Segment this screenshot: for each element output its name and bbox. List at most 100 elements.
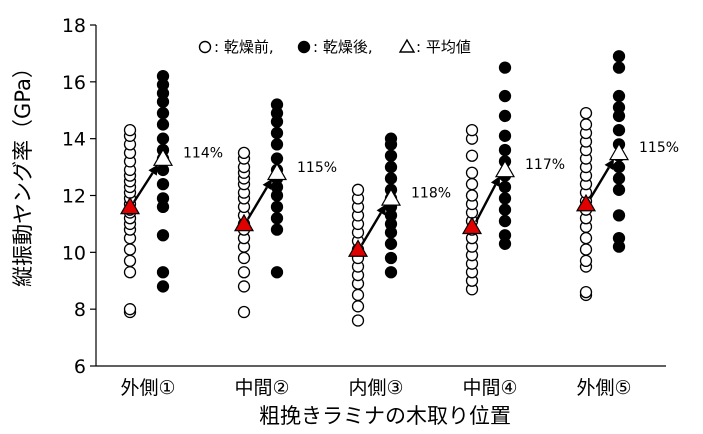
point-before-drying [351, 288, 365, 302]
mean-arrows [132, 158, 614, 246]
point-after-drying [498, 214, 512, 228]
point-before-drying [465, 123, 479, 137]
point-after-drying [384, 132, 398, 145]
point-before-drying [579, 285, 593, 299]
point-after-drying [156, 229, 170, 242]
legend-filled-circle-icon [297, 40, 311, 54]
point-after-drying [498, 229, 512, 242]
point-after-drying [498, 143, 512, 157]
point-after-drying [498, 129, 512, 142]
point-after-drying [270, 152, 284, 165]
x-category-label: 外側⑤ [576, 377, 631, 399]
point-after-drying [156, 266, 170, 279]
legend-triangle-icon [398, 38, 416, 53]
point-after-drying [498, 180, 512, 194]
arrow-head [490, 175, 500, 188]
ratio-label: 114% [183, 146, 223, 162]
ratio-label: 118% [411, 185, 451, 201]
point-before-drying [237, 251, 251, 265]
arrow-head [262, 178, 272, 190]
x-category-label: 中間② [234, 377, 289, 399]
point-after-drying [156, 132, 170, 145]
x-category-label: 外側① [120, 377, 175, 399]
point-after-drying [270, 138, 284, 151]
point-after-drying [498, 203, 512, 216]
point-after-drying [270, 126, 284, 140]
point-after-drying [270, 266, 284, 279]
mean-after-triangle [608, 142, 630, 161]
point-after-drying [384, 172, 398, 185]
point-after-drying [612, 172, 626, 185]
point-after-drying [612, 61, 626, 74]
point-after-drying [156, 280, 170, 293]
legend-label: : 平均値 [416, 38, 471, 56]
x-axis-title: 粗挽きラミナの木取り位置 [259, 404, 511, 428]
y-tick-label: 12 [62, 186, 86, 208]
ratio-label: 115% [297, 160, 337, 176]
point-after-drying [384, 149, 398, 162]
y-tick-label: 18 [62, 15, 86, 37]
mean-after-triangle [494, 159, 516, 178]
mean-before-triangle [461, 216, 483, 235]
mean-before-triangle [119, 196, 141, 215]
y-tick-label: 8 [74, 299, 86, 321]
point-after-drying [498, 109, 512, 123]
point-before-drying [237, 305, 251, 319]
y-tick-label: 14 [62, 129, 86, 151]
ratio-label: 117% [525, 157, 565, 173]
data-points [123, 50, 626, 327]
mean-markers [119, 142, 630, 257]
point-after-drying [156, 177, 170, 191]
point-before-drying [123, 123, 137, 137]
arrow-head [148, 164, 158, 176]
y-tick-label: 6 [74, 356, 86, 378]
point-after-drying [498, 89, 512, 103]
point-after-drying [612, 209, 626, 222]
point-after-drying [498, 61, 512, 74]
point-after-drying [384, 160, 398, 174]
point-after-drying [384, 237, 398, 250]
mean-increase-arrow [474, 184, 497, 223]
point-before-drying [351, 183, 365, 196]
y-axis-title: 縦振動ヤング率（GPa） [11, 57, 35, 287]
point-after-drying [498, 192, 512, 205]
point-after-drying [270, 212, 284, 225]
point-after-drying [156, 163, 170, 177]
point-after-drying [270, 98, 284, 111]
point-before-drying [465, 177, 479, 191]
point-before-drying [579, 106, 593, 120]
point-before-drying [237, 280, 251, 293]
point-before-drying [465, 166, 479, 179]
y-tick-label: 16 [62, 72, 86, 94]
arrow-head [376, 204, 386, 216]
point-after-drying [270, 223, 284, 236]
y-axis: 6 8 10 12 14 16 18 [62, 15, 97, 378]
mean-after-triangle [266, 162, 288, 181]
mean-increase-arrow [588, 166, 610, 200]
mean-increase-arrow [246, 186, 268, 220]
legend: : 乾燥前, : 乾燥後, : 平均値 [198, 38, 471, 56]
x-category-label: 中間④ [462, 377, 517, 399]
point-before-drying [123, 303, 137, 316]
point-before-drying [579, 118, 593, 131]
ratio-labels: 114% 115% 118% 117% 115% [183, 140, 679, 201]
point-after-drying [384, 266, 398, 279]
mean-before-triangle [347, 239, 369, 257]
mean-increase-arrow [132, 172, 154, 203]
point-after-drying [156, 118, 170, 131]
legend-label: : 乾燥前, [214, 38, 274, 56]
point-after-drying [612, 101, 626, 114]
point-after-drying [612, 123, 626, 137]
y-tick-label: 10 [62, 242, 86, 264]
point-after-drying [612, 231, 626, 245]
point-after-drying [156, 70, 170, 83]
mean-before-triangle [233, 213, 255, 232]
point-after-drying [612, 160, 626, 174]
point-before-drying [579, 231, 593, 245]
point-before-drying [237, 146, 251, 160]
point-after-drying [612, 89, 626, 103]
legend-label: : 乾燥後, [313, 38, 373, 56]
point-after-drying [612, 50, 626, 63]
x-category-label: 内側③ [348, 377, 403, 399]
point-before-drying [351, 314, 365, 327]
